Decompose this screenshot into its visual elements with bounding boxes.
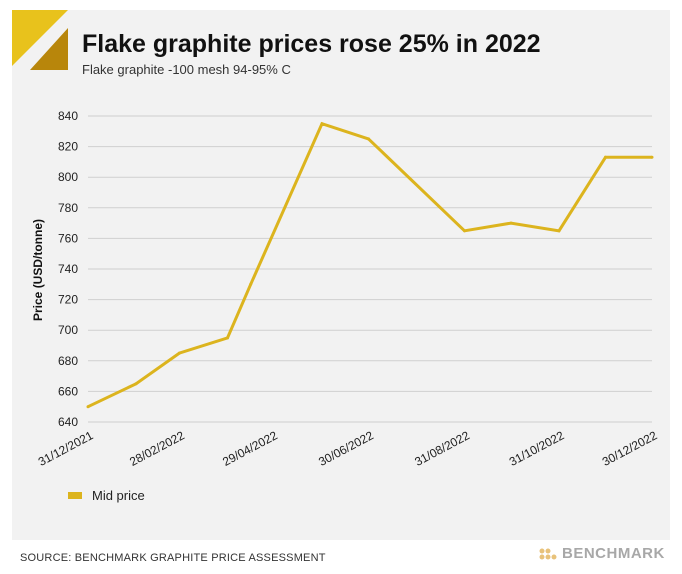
- data-point: [509, 221, 513, 225]
- x-tick-label: 29/04/2022: [220, 428, 280, 469]
- x-tick-label: 30/06/2022: [316, 428, 376, 469]
- data-point: [557, 229, 561, 233]
- y-tick-labels: 640 660 680 700 720 740 760 780 800 820 840: [58, 109, 78, 429]
- chart-card: [12, 10, 670, 540]
- gridlines: [88, 115, 652, 423]
- y-tick-label: 700: [58, 323, 78, 337]
- benchmark-logo-icon: [12, 10, 68, 70]
- y-tick-label: 840: [58, 109, 78, 123]
- x-tick-label: 31/12/2021: [36, 428, 96, 469]
- logo-light-shape: [12, 10, 68, 66]
- brand-wordmark: BENCHMARK: [538, 545, 665, 562]
- chart-subtitle: Flake graphite -100 mesh 94-95% C: [82, 62, 291, 77]
- legend: Mid price: [68, 488, 145, 503]
- series-layer: [86, 121, 654, 409]
- y-tick-label: 720: [58, 293, 78, 307]
- legend-swatch: [68, 492, 82, 499]
- brand-label: BENCHMARK: [562, 545, 665, 562]
- y-tick-label: 640: [58, 415, 78, 429]
- y-tick-label: 800: [58, 170, 78, 184]
- logo-dark-shape: [30, 28, 68, 70]
- x-tick-label: 31/08/2022: [412, 428, 472, 469]
- data-point: [134, 382, 138, 386]
- data-point: [177, 351, 181, 355]
- data-point: [367, 137, 370, 141]
- series-line-mid-price: [87, 121, 652, 409]
- y-tick-label: 660: [58, 384, 78, 398]
- x-tick-label: 30/12/2022: [600, 428, 660, 469]
- x-tick-labels: 31/12/2021 28/02/2022 29/04/2022 30/06/2022…: [36, 428, 660, 469]
- y-tick-label: 780: [58, 201, 78, 215]
- data-point: [86, 405, 90, 409]
- y-tick-label: 740: [58, 262, 78, 276]
- data-point: [226, 336, 229, 340]
- y-tick-label: 820: [58, 140, 78, 154]
- data-point: [320, 122, 324, 126]
- data-point: [604, 155, 607, 159]
- y-axis-label: Price (USD/tonne): [31, 219, 45, 321]
- data-point: [463, 229, 466, 233]
- y-tick-label: 760: [58, 231, 78, 245]
- chart-title: Flake graphite prices rose 25% in 2022: [82, 30, 541, 58]
- x-tick-label: 31/10/2022: [507, 428, 567, 469]
- data-point: [650, 155, 654, 159]
- y-tick-label: 680: [58, 354, 78, 368]
- x-tick-label: 28/02/2022: [127, 428, 187, 469]
- legend-label: Mid price: [92, 488, 145, 503]
- data-point: [249, 282, 253, 286]
- brand-mark-icon: [539, 548, 557, 559]
- source-note: SOURCE: BENCHMARK GRAPHITE PRICE ASSESSM…: [20, 552, 326, 564]
